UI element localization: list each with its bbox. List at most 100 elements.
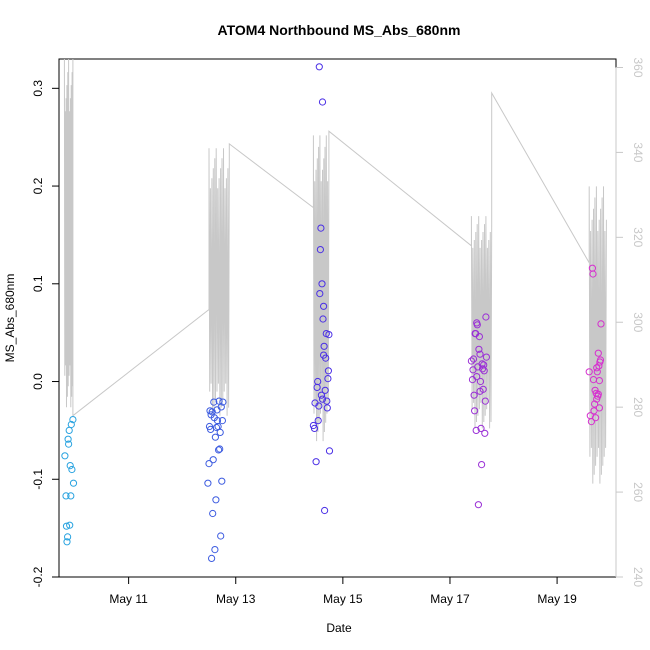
left-tick-label: -0.2 [31, 566, 45, 587]
data-point [472, 426, 480, 434]
data-point [219, 398, 227, 406]
data-point [590, 407, 598, 415]
x-tick-label: May 11 [109, 592, 148, 606]
data-point [69, 416, 77, 424]
left-tick-label: 0.3 [31, 80, 45, 97]
data-point [325, 331, 333, 339]
left-tick-label: -0.1 [31, 469, 45, 490]
data-point [474, 501, 482, 509]
data-point [476, 350, 484, 358]
right-tick-label: 340 [631, 142, 645, 162]
data-point [216, 445, 224, 453]
data-point [212, 496, 220, 504]
bottom-axis: May 11 May 13 May 15 May 17 May 19 [109, 576, 577, 606]
data-point [478, 360, 486, 368]
data-point [323, 404, 331, 412]
data-point [316, 290, 324, 298]
data-point [205, 422, 214, 431]
data-point [479, 365, 487, 373]
data-point [594, 349, 602, 357]
data-point [593, 364, 601, 372]
data-point [325, 447, 334, 455]
data-point [318, 395, 327, 403]
data-point [215, 446, 223, 454]
left-tick-label: 0.0 [31, 373, 45, 390]
data-point [320, 302, 328, 310]
data-point [589, 270, 597, 278]
data-point [64, 533, 72, 541]
data-point [310, 424, 319, 432]
data-point [469, 355, 478, 363]
data-point [65, 426, 73, 434]
data-point [467, 357, 475, 365]
data-point [317, 224, 325, 232]
data-point [595, 377, 604, 385]
data-point [312, 458, 320, 466]
right-tick-label: 300 [631, 312, 645, 332]
data-point [596, 356, 605, 364]
right-tick-label: 360 [631, 57, 645, 77]
data-point [476, 387, 484, 395]
data-point [318, 280, 326, 288]
scatter-points [61, 63, 605, 563]
plot-frame [58, 58, 617, 578]
data-point [322, 354, 330, 362]
data-point [593, 395, 601, 403]
y-axis-label: MS_Abs_680nm [3, 274, 17, 363]
data-point [210, 398, 218, 406]
data-point [470, 391, 478, 399]
right-tick-label: 280 [631, 397, 645, 417]
data-point [211, 546, 219, 554]
data-point [480, 367, 488, 375]
data-point [62, 492, 70, 500]
data-point [66, 462, 74, 470]
data-point [217, 403, 225, 411]
right-axis: 240 260 280 300 320 340 360 [615, 57, 645, 587]
data-point [316, 246, 324, 254]
data-point [471, 407, 479, 415]
right-tick-label: 240 [631, 567, 645, 587]
data-point [209, 509, 217, 518]
data-point [473, 373, 481, 381]
data-point [473, 321, 481, 329]
data-point [482, 353, 490, 361]
data-point [62, 522, 71, 530]
data-point [597, 320, 605, 328]
data-point [315, 402, 323, 410]
data-point [314, 377, 322, 386]
data-point [217, 532, 225, 540]
data-point [481, 429, 489, 437]
data-point [64, 435, 72, 443]
data-point [476, 377, 485, 386]
data-point [595, 404, 604, 412]
data-point [321, 506, 329, 515]
data-point [323, 397, 331, 405]
x-tick-label: May 19 [537, 592, 577, 606]
data-point [319, 315, 327, 323]
data-point [594, 390, 602, 398]
data-point [592, 414, 600, 422]
data-point [587, 418, 596, 426]
left-tick-label: 0.1 [31, 275, 45, 292]
data-point [475, 345, 483, 353]
data-point [65, 440, 73, 448]
data-point [208, 554, 216, 563]
data-point [318, 98, 327, 106]
x-axis-label: Date [326, 621, 352, 635]
data-point [211, 433, 219, 441]
data-point [317, 391, 325, 399]
data-point [68, 465, 76, 474]
data-point [209, 456, 217, 464]
data-point [66, 521, 74, 529]
data-point [61, 452, 69, 460]
data-point [482, 313, 490, 321]
data-point [477, 424, 485, 432]
data-point [67, 492, 75, 500]
data-point [218, 417, 226, 425]
secondary-line [63, 58, 607, 484]
data-point [585, 368, 593, 376]
left-tick-label: 0.2 [31, 177, 45, 194]
data-point [63, 538, 71, 546]
right-tick-label: 260 [631, 482, 645, 502]
left-axis: -0.2 -0.1 0.0 0.1 0.2 0.3 [31, 80, 60, 587]
